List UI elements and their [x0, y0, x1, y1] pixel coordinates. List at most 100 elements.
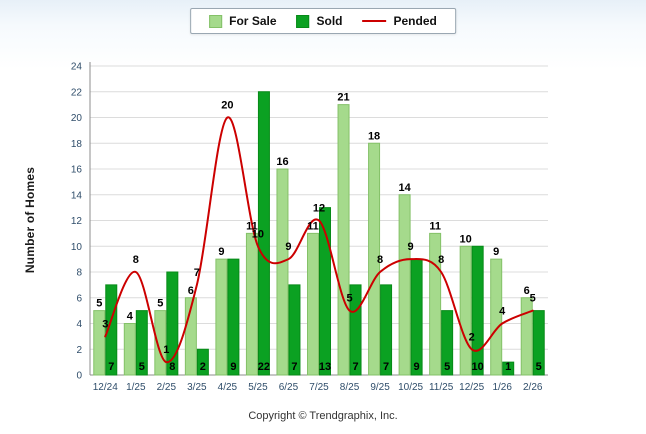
- for-sale-value-label: 14: [398, 182, 411, 194]
- sold-value-label: 9: [414, 361, 420, 373]
- y-tick-label: 22: [71, 87, 83, 98]
- bar-for-sale: [245, 232, 258, 376]
- x-tick-label: 7/25: [309, 382, 329, 393]
- x-tick-label: 2/25: [157, 382, 177, 393]
- bar-for-sale: [337, 104, 350, 376]
- legend-label: Pended: [393, 14, 437, 28]
- pended-value-label: 20: [221, 100, 233, 112]
- sold-value-label: 1: [505, 361, 511, 373]
- sold-value-label: 13: [319, 361, 331, 373]
- legend-label: For Sale: [229, 14, 277, 28]
- x-tick-label: 9/25: [370, 382, 390, 393]
- sold-value-label: 22: [258, 361, 270, 373]
- legend-label: Sold: [316, 14, 343, 28]
- sold-value-label: 9: [230, 361, 236, 373]
- y-tick-label: 24: [71, 62, 83, 73]
- for-sale-value-label: 5: [96, 298, 102, 310]
- pended-value-label: 2: [469, 331, 475, 343]
- for-sale-value-label: 9: [493, 246, 499, 258]
- bar-sold: [410, 258, 423, 376]
- y-tick-label: 6: [76, 293, 82, 304]
- bar-sold: [502, 361, 515, 376]
- bar-for-sale: [520, 297, 533, 376]
- x-tick-label: 2/26: [523, 382, 543, 393]
- bar-sold: [349, 284, 362, 376]
- sold-value-label: 5: [139, 361, 145, 373]
- pended-value-label: 9: [285, 241, 291, 253]
- x-tick-label: 1/26: [492, 382, 512, 393]
- x-tick-label: 10/25: [398, 382, 423, 393]
- for-sale-value-label: 5: [157, 298, 163, 310]
- for-sale-value-label: 21: [337, 92, 349, 104]
- for-sale-value-label: 11: [307, 220, 319, 232]
- bar-for-sale: [429, 232, 442, 376]
- bar-sold: [105, 284, 118, 376]
- sold-value-label: 7: [383, 361, 389, 373]
- for-sale-value-label: 6: [188, 285, 194, 297]
- sold-value-label: 5: [536, 361, 542, 373]
- bar-sold: [135, 310, 148, 376]
- sold-value-label: 8: [169, 361, 175, 373]
- pended-value-label: 8: [377, 254, 383, 266]
- legend-item-for-sale: For Sale: [209, 14, 277, 28]
- bar-for-sale: [490, 258, 503, 376]
- pended-line-swatch: [362, 20, 387, 22]
- bar-sold: [380, 284, 393, 376]
- pended-value-label: 8: [438, 254, 444, 266]
- legend: For Sale Sold Pended: [190, 8, 456, 34]
- bar-sold: [532, 310, 545, 376]
- pended-value-label: 5: [346, 293, 352, 305]
- bar-sold: [257, 91, 270, 376]
- x-tick-label: 4/25: [218, 382, 238, 393]
- x-tick-label: 6/25: [279, 382, 299, 393]
- sold-value-label: 5: [444, 361, 450, 373]
- bar-sold: [227, 258, 240, 376]
- y-tick-label: 8: [76, 268, 82, 279]
- x-tick-label: 3/25: [187, 382, 207, 393]
- bar-for-sale: [459, 245, 472, 376]
- y-tick-label: 18: [71, 139, 83, 150]
- bar-sold: [471, 245, 484, 376]
- pended-value-label: 1: [163, 344, 169, 356]
- legend-item-sold: Sold: [296, 14, 343, 28]
- bar-sold: [196, 348, 209, 376]
- copyright-text: Copyright © Trendgraphix, Inc.: [248, 410, 398, 422]
- y-tick-label: 10: [71, 242, 83, 253]
- pended-line: [104, 116, 534, 364]
- bar-for-sale: [215, 258, 228, 376]
- legend-item-pended: Pended: [362, 14, 437, 28]
- x-tick-label: 11/25: [429, 382, 454, 393]
- pended-value-label: 12: [313, 203, 325, 215]
- sold-swatch: [296, 14, 310, 28]
- y-tick-label: 12: [71, 216, 83, 227]
- for-sale-value-label: 10: [460, 233, 472, 245]
- y-tick-label: 20: [71, 113, 83, 124]
- pended-value-label: 10: [252, 228, 264, 240]
- for-sale-value-label: 6: [524, 285, 530, 297]
- y-tick-label: 0: [76, 371, 82, 382]
- pended-value-label: 3: [102, 318, 108, 330]
- pended-value-label: 9: [408, 241, 414, 253]
- y-tick-label: 4: [76, 319, 82, 330]
- for-sale-value-label: 18: [368, 130, 380, 142]
- sold-value-label: 7: [352, 361, 358, 373]
- bar-sold: [166, 271, 179, 376]
- x-tick-label: 12/25: [459, 382, 484, 393]
- bar-sold: [288, 284, 301, 376]
- sold-value-label: 7: [108, 361, 114, 373]
- sold-value-label: 10: [472, 361, 484, 373]
- bar-for-sale: [368, 142, 381, 376]
- for-sale-value-label: 11: [429, 220, 441, 232]
- y-axis-title: Number of Homes: [23, 166, 37, 274]
- bar-for-sale: [93, 310, 106, 376]
- bar-for-sale: [123, 323, 136, 376]
- sold-value-label: 2: [200, 361, 206, 373]
- for-sale-value-label: 11: [246, 220, 258, 232]
- bar-for-sale: [398, 194, 411, 376]
- y-tick-label: 16: [71, 165, 83, 176]
- for-sale-swatch: [209, 14, 223, 28]
- y-tick-label: 2: [76, 345, 82, 356]
- y-tick-label: 14: [71, 190, 83, 201]
